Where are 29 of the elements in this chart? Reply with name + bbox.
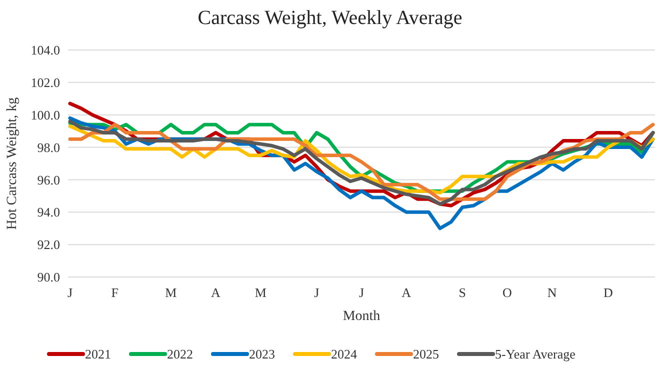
y-tick-label: 102.0 — [30, 74, 60, 90]
legend-label: 2025 — [413, 346, 439, 362]
legend-label: 2021 — [85, 346, 111, 362]
x-tick-label: A — [211, 285, 222, 300]
legend-label: 2022 — [167, 346, 193, 362]
legend-label: 5-Year Average — [495, 346, 576, 362]
x-axis-title: Month — [342, 309, 380, 324]
chart-title: Carcass Weight, Weekly Average — [198, 7, 462, 29]
x-tick-label: M — [254, 285, 267, 300]
legend-label: 2023 — [249, 346, 275, 362]
legend-label: 2024 — [331, 346, 358, 362]
x-tick-label: A — [402, 285, 412, 300]
y-tick-label: 90.0 — [37, 270, 60, 285]
x-tick-label: J — [314, 285, 320, 300]
y-tick-label: 98.0 — [37, 140, 60, 155]
y-tick-label: 100.0 — [30, 107, 60, 122]
y-axis-title: Hot Carcass Weight, kg — [5, 97, 20, 230]
x-tick-label: F — [111, 285, 118, 300]
x-tick-label: S — [458, 285, 466, 300]
x-tick-label: N — [547, 285, 558, 300]
x-tick-label: O — [502, 285, 512, 300]
y-tick-label: 94.0 — [37, 204, 60, 220]
y-tick-label: 92.0 — [37, 237, 60, 252]
x-tick-label: J — [67, 285, 73, 300]
x-tick-label: J — [358, 285, 364, 300]
y-tick-label: 96.0 — [37, 172, 60, 188]
x-tick-label: M — [165, 285, 178, 300]
x-tick-label: D — [603, 285, 613, 300]
y-tick-label: 104.0 — [30, 42, 60, 58]
